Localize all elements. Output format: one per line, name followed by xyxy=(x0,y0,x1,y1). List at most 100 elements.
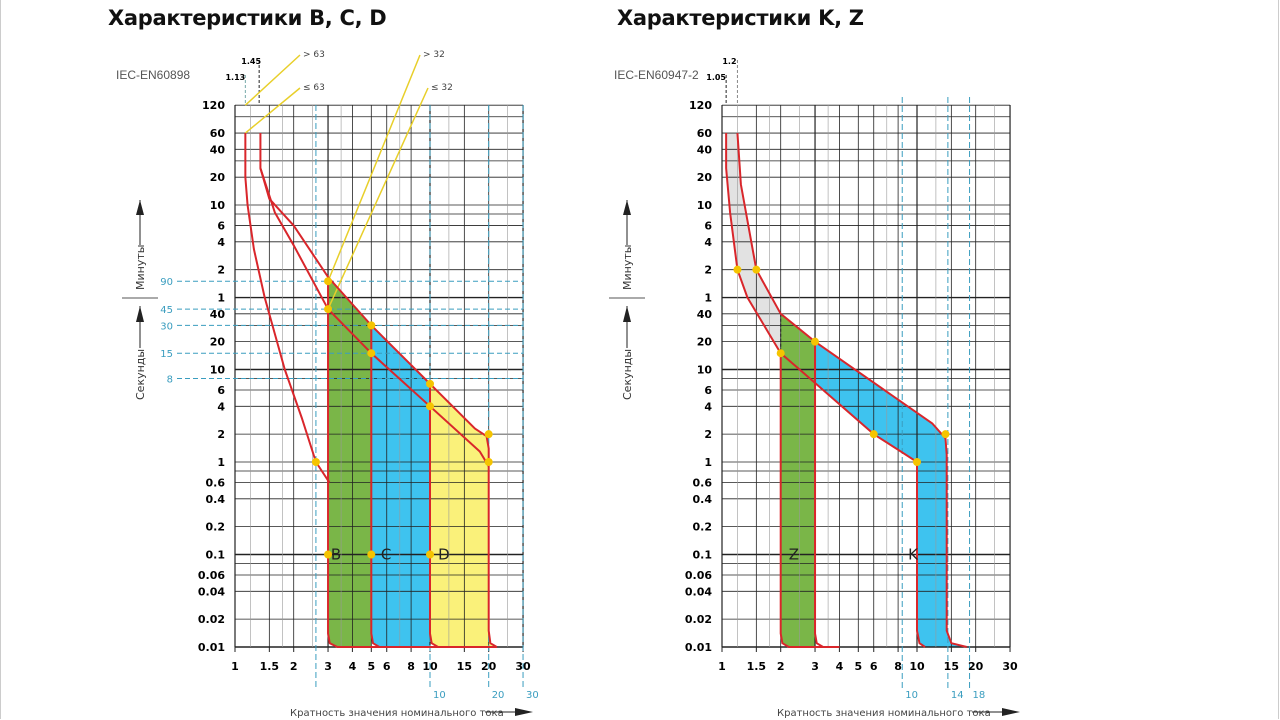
x-tick-label: 5 xyxy=(367,660,375,673)
band-edge xyxy=(779,353,840,648)
arrow-up-icon xyxy=(623,200,631,215)
marker-dot xyxy=(484,430,493,439)
y-tick-seconds: 0.04 xyxy=(685,585,712,598)
y-tick-minutes: 10 xyxy=(210,199,226,212)
marker-dot xyxy=(869,430,878,439)
marker-dot xyxy=(426,402,434,411)
x-tick-label: 4 xyxy=(836,660,844,673)
y-tick-minutes: 4 xyxy=(704,236,712,249)
curve-lower-envelope xyxy=(259,167,490,467)
marker-dot xyxy=(941,430,950,439)
y-tick-minutes: 6 xyxy=(217,220,225,233)
y-axis-label-seconds: Секунды xyxy=(621,349,634,400)
x-tick-label: 1.5 xyxy=(747,660,767,673)
y-tick-seconds: 20 xyxy=(697,336,713,349)
y-tick-seconds: 0.02 xyxy=(198,613,225,626)
marker-dot xyxy=(367,349,376,358)
y-tick-seconds: 0.06 xyxy=(685,569,712,582)
y-tick-minutes: 40 xyxy=(210,143,226,156)
band-Z xyxy=(780,313,816,647)
y-tick-minutes: 60 xyxy=(210,127,226,140)
y-tick-seconds: 10 xyxy=(210,364,226,377)
left-chart xyxy=(122,54,533,716)
guide-line xyxy=(244,87,301,134)
guide-label: ≤ 32 xyxy=(431,83,453,93)
marker-dot xyxy=(324,277,333,286)
y-tick-seconds: 4 xyxy=(704,400,712,413)
y-tick-seconds: 4 xyxy=(217,400,225,413)
x-tick-label: 15 xyxy=(944,660,959,673)
y-tick-seconds: 40 xyxy=(210,308,226,321)
y-tick-seconds: 1 xyxy=(704,456,712,469)
top-marker-label: 1.13 xyxy=(225,73,245,82)
y-tick-seconds: 20 xyxy=(210,336,226,349)
seconds-mark-label: 8 xyxy=(167,374,173,385)
y-tick-minutes: 40 xyxy=(697,143,713,156)
y-tick-seconds: 2 xyxy=(217,428,225,441)
marker-dot xyxy=(426,379,434,388)
y-tick-minutes: 20 xyxy=(210,171,226,184)
x-tick-label: 2 xyxy=(290,660,298,673)
bottom-ref-label: 18 xyxy=(973,690,986,701)
x-tick-label: 2 xyxy=(777,660,785,673)
left-standard-label: IEC-EN60898 xyxy=(116,68,191,82)
right-standard-label: IEC-EN60947-2 xyxy=(614,68,699,82)
guide-line xyxy=(244,54,301,106)
x-tick-label: 3 xyxy=(324,660,332,673)
x-tick-label: 5 xyxy=(854,660,862,673)
x-tick-label: 30 xyxy=(1002,660,1018,673)
y-tick-seconds: 0.6 xyxy=(206,477,226,490)
right-chart-title: Характеристики K, Z xyxy=(617,6,864,30)
marker-dot xyxy=(913,458,921,466)
marker-dot xyxy=(811,337,820,346)
marker-dot xyxy=(324,305,333,314)
guide-line xyxy=(327,87,429,310)
y-tick-minutes: 120 xyxy=(202,99,225,112)
y-tick-seconds: 1 xyxy=(217,456,225,469)
band-K xyxy=(815,341,967,647)
marker-dot xyxy=(311,458,320,466)
y-tick-minutes: 6 xyxy=(704,220,712,233)
band-D xyxy=(430,383,497,647)
y-tick-minutes: 2 xyxy=(704,264,712,277)
band-edge xyxy=(814,341,840,648)
bottom-ref-label: 10 xyxy=(433,690,446,701)
top-marker-label: 1.2 xyxy=(722,57,736,66)
guide-line xyxy=(327,54,421,282)
y-tick-minutes: 1 xyxy=(704,292,712,305)
x-tick-label: 3 xyxy=(811,660,819,673)
guide-label: > 32 xyxy=(423,50,445,60)
y-tick-seconds: 6 xyxy=(704,384,712,397)
y-tick-seconds: 0.01 xyxy=(198,641,225,654)
x-tick-label: 10 xyxy=(909,660,925,673)
y-tick-seconds: 0.2 xyxy=(693,521,713,534)
top-marker-label: 1.45 xyxy=(241,57,261,66)
seconds-mark-label: 30 xyxy=(160,321,173,332)
x-tick-label: 1 xyxy=(718,660,726,673)
y-tick-minutes: 60 xyxy=(697,127,713,140)
x-tick-label: 20 xyxy=(481,660,497,673)
arrow-right-icon xyxy=(1002,708,1020,716)
seconds-mark-label: 90 xyxy=(160,277,173,288)
y-tick-seconds: 0.04 xyxy=(198,585,225,598)
band-label-B: B xyxy=(331,546,341,564)
y-tick-seconds: 0.4 xyxy=(693,493,713,506)
x-tick-label: 6 xyxy=(870,660,878,673)
bottom-ref-label: 14 xyxy=(951,690,964,701)
guide-label: > 63 xyxy=(303,50,325,60)
y-tick-seconds: 0.2 xyxy=(206,521,226,534)
y-tick-seconds: 0.4 xyxy=(206,493,226,506)
guide-label: ≤ 63 xyxy=(303,83,325,93)
y-axis-label-minutes: Минуты xyxy=(621,245,634,290)
marker-dot xyxy=(426,550,434,559)
y-tick-seconds: 0.6 xyxy=(693,477,713,490)
top-marker-label: 1.05 xyxy=(706,73,726,82)
y-axis-label-seconds: Секунды xyxy=(134,349,147,400)
y-tick-seconds: 0.1 xyxy=(693,549,713,562)
y-tick-minutes: 10 xyxy=(697,199,713,212)
marker-dot xyxy=(776,349,785,358)
y-axis-label-minutes: Минуты xyxy=(134,245,147,290)
y-tick-seconds: 0.02 xyxy=(685,613,712,626)
y-tick-minutes: 120 xyxy=(689,99,712,112)
arrow-right-icon xyxy=(515,708,533,716)
